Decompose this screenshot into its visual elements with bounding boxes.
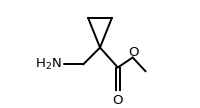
Text: $\mathsf{H_2N}$: $\mathsf{H_2N}$: [35, 57, 62, 72]
Text: O: O: [128, 47, 138, 60]
Text: O: O: [113, 94, 123, 107]
